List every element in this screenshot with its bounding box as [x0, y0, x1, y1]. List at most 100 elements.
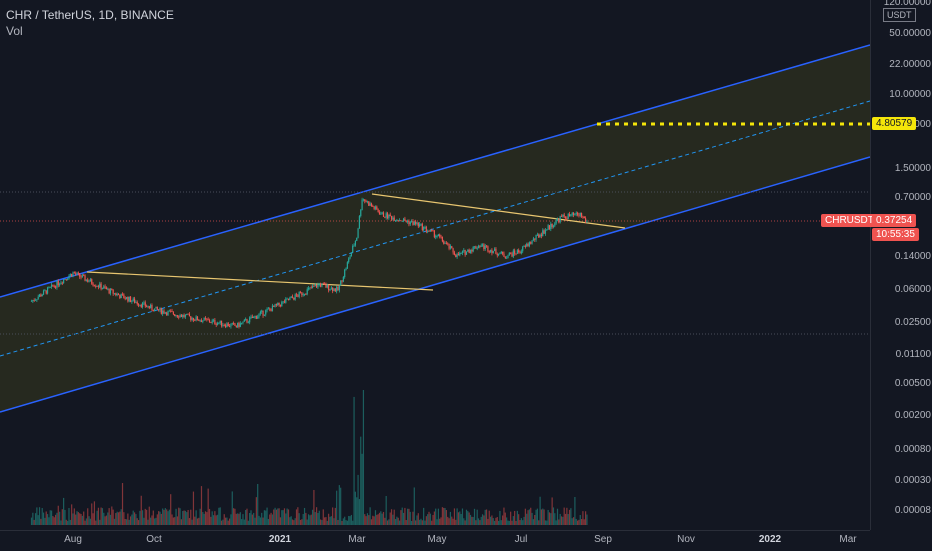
candle-body	[551, 223, 553, 227]
candle-body	[518, 250, 520, 253]
candle-body	[366, 201, 369, 203]
candle-body	[469, 250, 472, 253]
candle-body	[502, 251, 504, 254]
volume-bar	[128, 519, 130, 525]
volume-bar	[147, 519, 149, 525]
candle-body	[44, 290, 46, 292]
volume-bar	[412, 511, 414, 525]
volume-bar	[266, 507, 268, 525]
candle-body	[358, 215, 361, 229]
volume-bar	[548, 512, 551, 525]
candle-body	[396, 219, 398, 221]
volume-bar	[166, 509, 168, 525]
candle-body	[239, 323, 241, 327]
volume-bar	[409, 511, 411, 525]
trendline-upper[interactable]	[371, 193, 626, 229]
volume-bar	[237, 513, 239, 525]
candle-body	[50, 284, 53, 287]
channel-lower-line[interactable]	[0, 156, 870, 413]
candle-body	[227, 323, 229, 327]
volume-bar	[303, 507, 306, 525]
channel-upper-line[interactable]	[0, 44, 870, 298]
candle-body	[32, 300, 34, 302]
candle-body	[64, 279, 66, 281]
volume-bar	[33, 519, 35, 525]
volume-bar	[230, 514, 232, 525]
volume-bar	[313, 489, 315, 525]
currency-label[interactable]: USDT	[883, 8, 916, 22]
candle-body	[270, 309, 272, 312]
volume-bar	[586, 514, 588, 525]
volume-bar	[471, 516, 473, 525]
price-axis[interactable]: USDT 120.00000 50.00000 22.00000 10.00000 4.…	[870, 0, 932, 530]
candle-body	[560, 216, 563, 218]
volume-bar	[325, 517, 327, 525]
candle-body	[63, 279, 65, 284]
volume-bar	[547, 509, 549, 525]
volume-bar	[575, 518, 577, 525]
candle-body	[568, 214, 571, 216]
time-tick-label: 2021	[268, 534, 292, 545]
volume-bar	[290, 516, 292, 525]
candle-body	[412, 220, 414, 225]
candle-body	[489, 249, 492, 252]
volume-bar	[100, 507, 102, 525]
candle-body	[216, 323, 219, 325]
candle-body	[125, 296, 128, 299]
time-tick-label: Sep	[594, 534, 612, 545]
candle-body	[137, 304, 140, 306]
candle-body	[170, 310, 172, 312]
volume-bar	[72, 513, 74, 525]
volume-bar	[503, 507, 505, 525]
volume-bar	[299, 519, 302, 525]
candle-body	[393, 217, 395, 221]
candle-body	[436, 236, 438, 237]
candle-body	[200, 320, 203, 322]
time-axis[interactable]: Aug Oct 2021 Mar May Jul Sep Nov 2022 Mar	[0, 530, 870, 551]
volume-bar	[96, 510, 98, 525]
candle-body	[123, 294, 125, 299]
volume-bar	[204, 511, 207, 525]
candle-body	[374, 206, 377, 209]
candle-body	[447, 243, 449, 245]
candle-body	[579, 213, 581, 216]
candle-body	[120, 293, 122, 299]
volume-bar	[282, 510, 284, 525]
candle-body	[187, 313, 189, 315]
volume-bar	[524, 508, 526, 525]
volume-bar	[42, 512, 45, 525]
candle-body	[310, 287, 312, 289]
volume-bar	[532, 519, 535, 525]
volume-bar	[223, 514, 225, 525]
volume-bar	[89, 518, 91, 525]
trendline-lower[interactable]	[86, 271, 434, 291]
volume-bar	[293, 520, 295, 525]
volume-bar	[133, 512, 136, 525]
time-tick-label: Mar	[348, 534, 366, 545]
volume-bar	[298, 513, 300, 525]
volume-bar	[233, 508, 235, 525]
candle-body	[362, 199, 365, 201]
candle-body	[519, 252, 521, 254]
volume-bar	[344, 516, 346, 525]
volume-bar	[328, 513, 330, 525]
candle-body	[535, 234, 537, 240]
volume-bar	[255, 497, 257, 525]
candle-body	[245, 319, 247, 321]
candle-body	[464, 250, 466, 255]
candle-body	[398, 220, 401, 222]
candle-body	[386, 213, 389, 219]
volume-bar	[41, 508, 43, 525]
candle-body	[556, 219, 559, 221]
candle-body	[306, 289, 308, 295]
volume-bar	[520, 518, 522, 525]
candle-body	[259, 311, 261, 314]
volume-bar	[50, 510, 53, 525]
volume-bar	[37, 515, 39, 525]
price-chart[interactable]	[0, 0, 870, 530]
volume-bar	[401, 507, 403, 525]
candle-body	[318, 284, 320, 285]
volume-bar	[219, 507, 221, 525]
candle-body	[392, 217, 394, 220]
candle-body	[512, 250, 514, 257]
